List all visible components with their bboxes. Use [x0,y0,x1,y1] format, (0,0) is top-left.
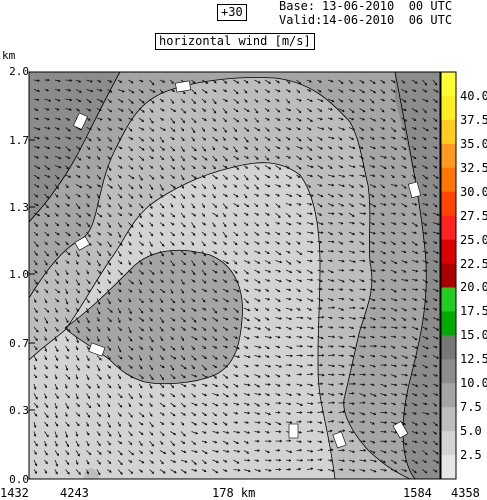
colorbar-bin [441,192,456,216]
colorbar-bin [441,383,456,407]
colorbar-label: 2.5 [460,449,482,461]
marker-6 [289,424,298,438]
colorbar-label: 17.5 [460,305,487,317]
colorbar-bin [441,264,456,288]
plot-area [29,72,440,479]
colorbar-bin [441,216,456,240]
colorbar-bin [441,407,456,431]
colorbar-label: 12.5 [460,353,487,365]
colorbar-label: 5.0 [460,425,482,437]
colorbar-label: 15.0 [460,329,487,341]
colorbar-bin [441,144,456,168]
colorbar-bin [441,240,456,264]
colorbar-bin [441,120,456,144]
colorbar-bin [441,455,456,479]
colorbar [441,72,456,480]
x-label-right-outer: 4358 [451,487,480,499]
colorbar-bin [441,359,456,383]
colorbar-label: 35.0 [460,138,487,150]
colorbar-label: 7.5 [460,401,482,413]
colorbar-bin [441,311,456,335]
x-label-center: 178 km [212,487,255,499]
colorbar-label: 32.5 [460,162,487,174]
colorbar-bin [441,168,456,192]
colorbar-bin [441,72,456,96]
colorbar-label: 25.0 [460,234,487,246]
x-label-left-outer: 1432 [0,487,29,499]
colorbar-bin [441,431,456,455]
colorbar-label: 20.0 [460,281,487,293]
x-label-left-inner: 4243 [60,487,89,499]
colorbar-bin [441,335,456,359]
colorbar-label: 10.0 [460,377,487,389]
colorbar-label: 37.5 [460,114,487,126]
colorbar-bin [441,287,456,311]
colorbar-label: 22.5 [460,258,487,270]
colorbar-label: 27.5 [460,210,487,222]
colorbar-label: 40.0 [460,90,487,102]
x-label-right-inner: 1584 [403,487,432,499]
colorbar-label: 30.0 [460,186,487,198]
colorbar-bin [441,96,456,120]
